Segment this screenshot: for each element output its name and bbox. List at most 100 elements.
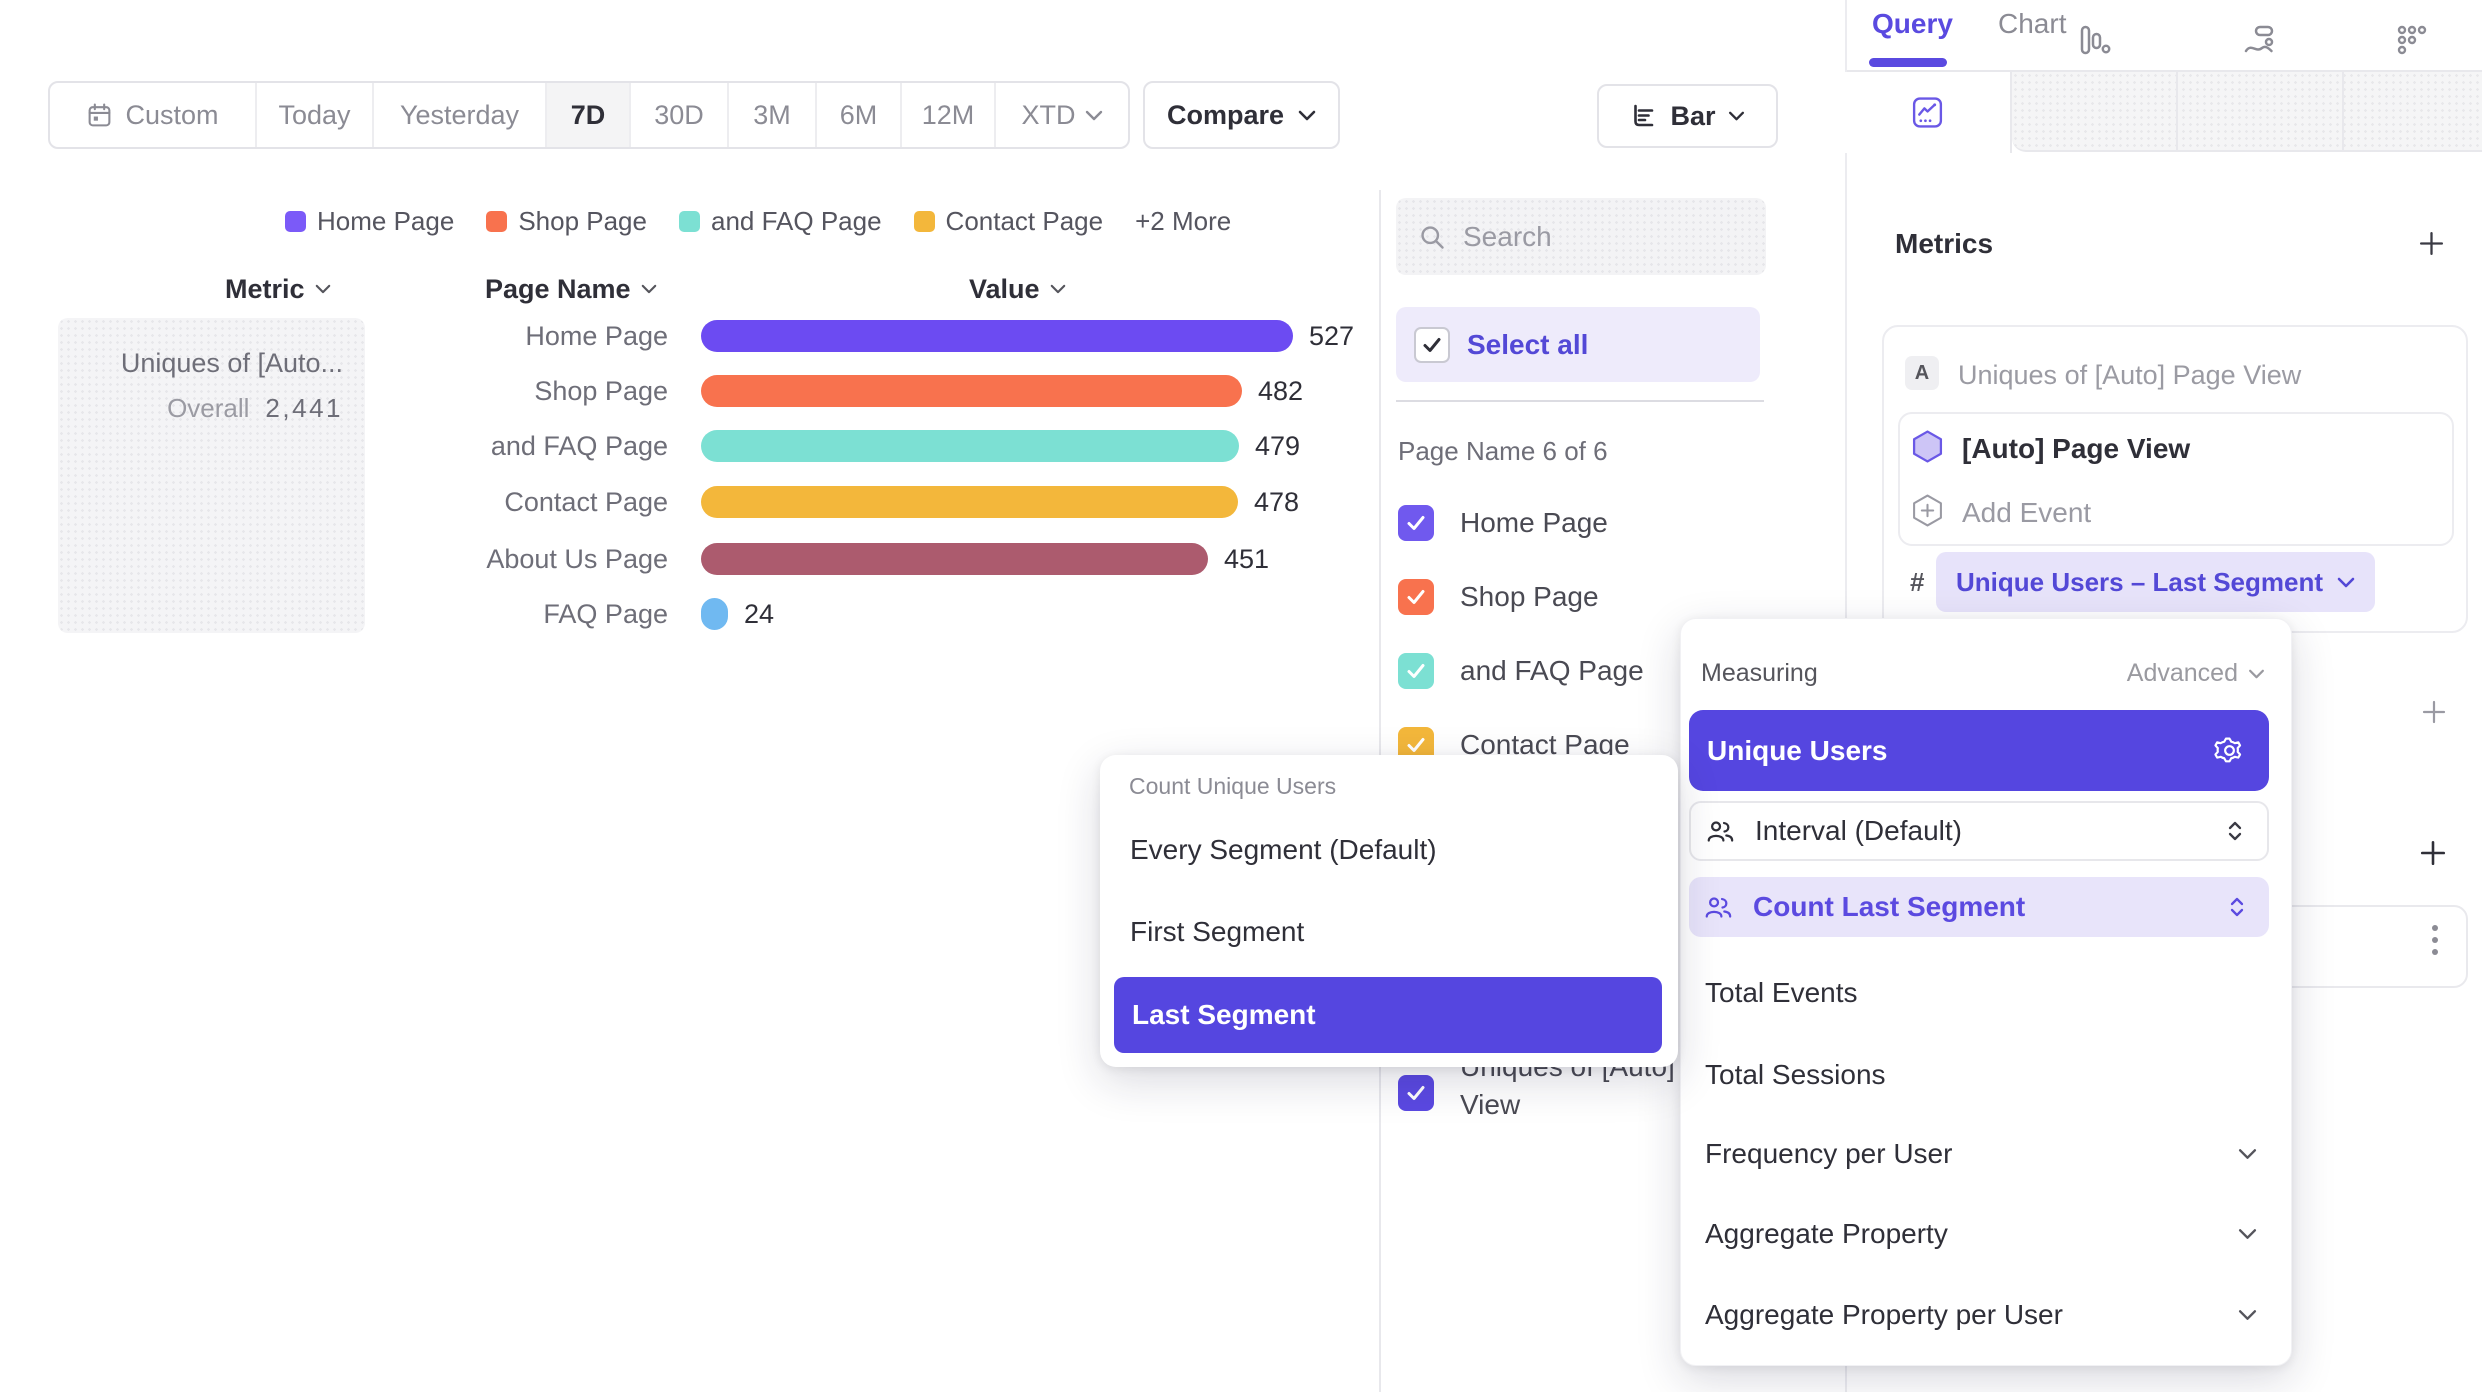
date-range-6m[interactable]: 6M (817, 83, 902, 147)
add-event-label[interactable]: Add Event (1962, 497, 2092, 528)
checkbox-checked[interactable] (1398, 653, 1434, 689)
search-box (1396, 198, 1766, 275)
chevron-down-icon (2248, 669, 2265, 679)
funnels-icon[interactable] (2077, 23, 2111, 57)
filter-item-shop-page[interactable]: Shop Page (1398, 579, 1599, 615)
select-all-row[interactable]: Select all (1396, 307, 1760, 382)
overall-label: Overall (167, 393, 250, 423)
metric-title: Uniques of [Auto] Page View (1958, 360, 2302, 390)
bar[interactable] (701, 486, 1238, 518)
measure-selector-pill[interactable]: Unique Users – Last Segment (1936, 552, 2375, 612)
divider (2176, 72, 2178, 152)
segment-option-every-segment[interactable]: Every Segment (Default) (1130, 834, 1437, 865)
select-all-checkbox[interactable] (1414, 326, 1450, 363)
tab-chart[interactable]: Chart (1998, 8, 2067, 39)
segment-popup: Count Unique Users Every Segment (Defaul… (1100, 755, 1678, 1067)
legend-item[interactable]: Contact Page (913, 206, 1103, 237)
interval-param-row[interactable]: Interval (Default) (1689, 801, 2269, 861)
stepper-icon[interactable] (2227, 820, 2243, 842)
count-last-segment-row[interactable]: Count Last Segment (1689, 877, 2269, 937)
date-range-7d[interactable]: 7D (547, 83, 631, 147)
measuring-dropdown: Measuring Advanced Unique Users Inter (1680, 618, 2292, 1366)
stepper-icon[interactable] (2229, 896, 2245, 918)
date-range-12m[interactable]: 12M (902, 83, 996, 147)
checkbox-checked[interactable] (1398, 579, 1434, 615)
bar[interactable] (701, 543, 1208, 575)
bar-category-label: About Us Page (486, 543, 668, 574)
advanced-toggle[interactable]: Advanced (2127, 659, 2265, 688)
date-range-toolbar: Custom Today Yesterday 7D 30D 3M 6M 12M … (48, 81, 1130, 149)
date-range-label: Custom (125, 99, 219, 130)
measure-option-aggregate-property[interactable]: Aggregate Property (1705, 1218, 1948, 1249)
date-range-yesterday[interactable]: Yesterday (374, 83, 547, 147)
chart-type-button[interactable]: Bar (1597, 84, 1778, 148)
filter-item-and-faq-page[interactable]: and FAQ Page (1398, 653, 1644, 689)
date-range-custom[interactable]: Custom (50, 83, 257, 147)
date-range-30d[interactable]: 30D (631, 83, 729, 147)
divider (1396, 400, 1764, 402)
gear-icon[interactable] (2214, 735, 2245, 766)
search-input[interactable] (1463, 220, 1713, 253)
add-breakdown-icon[interactable] (2419, 839, 2447, 867)
insights-icon (1910, 95, 1945, 130)
metrics-section-title: Metrics (1895, 228, 1994, 259)
event-hexagon-icon (1912, 430, 1943, 463)
chart-legend: Home Page Shop Page and FAQ Page Contact… (285, 205, 1232, 237)
add-event-icon[interactable] (1912, 494, 1943, 527)
legend-more[interactable]: +2 More (1135, 205, 1232, 236)
people-icon (1703, 894, 1733, 921)
table-row: About Us Page 451 (430, 543, 1269, 575)
more-options-icon[interactable] (2432, 925, 2438, 955)
bar[interactable] (701, 598, 728, 630)
hash-symbol: # (1910, 567, 1925, 597)
tab-query[interactable]: Query (1872, 8, 1953, 39)
bar[interactable] (701, 375, 1242, 407)
retention-icon[interactable] (2395, 23, 2429, 57)
filter-item-home-page[interactable]: Home Page (1398, 505, 1608, 541)
legend-swatch (913, 210, 935, 232)
measure-option-unique-users-selected[interactable]: Unique Users (1689, 710, 2269, 791)
bar-value: 478 (1254, 486, 1300, 517)
measure-option-frequency-per-user[interactable]: Frequency per User (1705, 1138, 1953, 1169)
segment-popup-title: Count Unique Users (1129, 773, 1337, 799)
column-header-value[interactable]: Value (969, 272, 1066, 306)
add-metric-icon[interactable] (2418, 230, 2445, 257)
date-range-today[interactable]: Today (257, 83, 374, 147)
chevron-down-icon (315, 284, 331, 294)
metric-card-title: Uniques of [Auto... (120, 348, 343, 378)
report-type-insights-selected[interactable] (1845, 72, 2012, 153)
segment-option-last-segment-selected[interactable]: Last Segment (1114, 977, 1662, 1053)
search-icon (1418, 223, 1446, 251)
table-row: Shop Page 482 (430, 375, 1303, 407)
bar[interactable] (701, 320, 1293, 352)
metric-card: A Uniques of [Auto] Page View [Auto] Pag… (1882, 325, 2468, 633)
legend-item[interactable]: and FAQ Page (678, 206, 882, 237)
measure-option-aggregate-property-per-user[interactable]: Aggregate Property per User (1705, 1299, 2063, 1330)
bar[interactable] (701, 430, 1239, 462)
segment-option-first-segment[interactable]: First Segment (1130, 916, 1305, 947)
flows-icon[interactable] (2242, 23, 2276, 57)
checkbox-checked[interactable] (1398, 505, 1434, 541)
event-card: [Auto] Page View Add Event (1898, 412, 2454, 546)
bar-value: 451 (1224, 543, 1270, 574)
table-row: FAQ Page 24 (430, 598, 774, 630)
date-range-xtd[interactable]: XTD (996, 83, 1128, 147)
checkbox-checked[interactable] (1398, 1075, 1434, 1111)
event-name[interactable]: [Auto] Page View (1962, 433, 2191, 464)
chevron-down-icon (641, 284, 657, 294)
filter-group-label: Page Name 6 of 6 (1398, 436, 1608, 466)
compare-button[interactable]: Compare (1143, 81, 1340, 149)
legend-item[interactable]: Home Page (285, 206, 454, 237)
bar-category-label: and FAQ Page (490, 430, 668, 461)
measure-option-total-sessions[interactable]: Total Sessions (1705, 1059, 1886, 1090)
legend-item[interactable]: Shop Page (486, 206, 647, 237)
date-range-3m[interactable]: 3M (729, 83, 817, 147)
column-header-page-name[interactable]: Page Name (485, 272, 657, 306)
add-filter-icon[interactable] (2421, 699, 2447, 725)
column-header-metric[interactable]: Metric (225, 272, 331, 306)
chevron-down-icon (1728, 111, 1745, 121)
measure-option-total-events[interactable]: Total Events (1705, 977, 1858, 1008)
filter-item-contact-page[interactable]: Contact Page (1398, 727, 1630, 763)
metric-summary-card[interactable]: Uniques of [Auto... Overall 2,441 (58, 318, 365, 633)
chevron-down-icon (2337, 577, 2355, 588)
